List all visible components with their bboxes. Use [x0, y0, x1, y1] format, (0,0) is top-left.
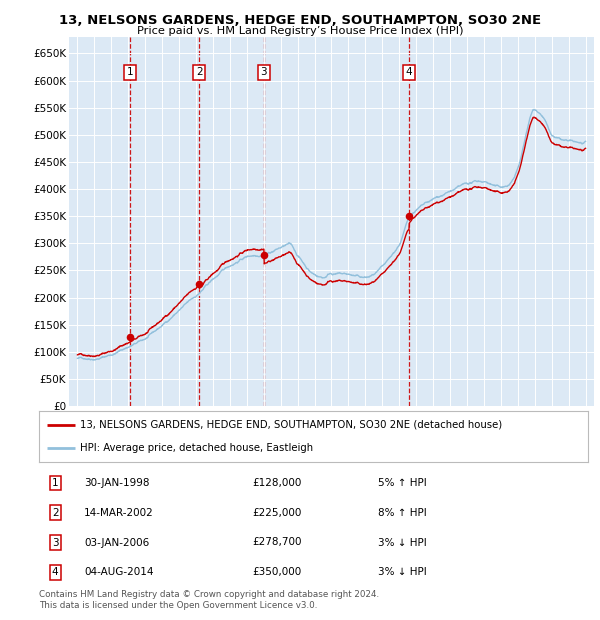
Text: £128,000: £128,000 [252, 478, 301, 488]
Text: 13, NELSONS GARDENS, HEDGE END, SOUTHAMPTON, SO30 2NE (detached house): 13, NELSONS GARDENS, HEDGE END, SOUTHAMP… [80, 420, 502, 430]
Text: 4: 4 [406, 68, 413, 78]
Text: 1: 1 [127, 68, 133, 78]
Point [404, 211, 414, 221]
Text: £278,700: £278,700 [252, 538, 302, 547]
Text: 8% ↑ HPI: 8% ↑ HPI [378, 508, 427, 518]
Text: 3: 3 [260, 68, 267, 78]
Text: 30-JAN-1998: 30-JAN-1998 [84, 478, 149, 488]
Text: 1: 1 [52, 478, 59, 488]
Text: 2: 2 [52, 508, 59, 518]
Text: Contains HM Land Registry data © Crown copyright and database right 2024.
This d: Contains HM Land Registry data © Crown c… [39, 590, 379, 609]
Text: 4: 4 [52, 567, 59, 577]
Text: 2: 2 [196, 68, 203, 78]
Text: 5% ↑ HPI: 5% ↑ HPI [378, 478, 427, 488]
Text: 03-JAN-2006: 03-JAN-2006 [84, 538, 149, 547]
Text: 3% ↓ HPI: 3% ↓ HPI [378, 567, 427, 577]
Point [125, 332, 134, 342]
Text: £350,000: £350,000 [252, 567, 301, 577]
Point [194, 279, 204, 289]
Text: 3: 3 [52, 538, 59, 547]
Text: 3% ↓ HPI: 3% ↓ HPI [378, 538, 427, 547]
Text: 04-AUG-2014: 04-AUG-2014 [84, 567, 154, 577]
Text: 13, NELSONS GARDENS, HEDGE END, SOUTHAMPTON, SO30 2NE: 13, NELSONS GARDENS, HEDGE END, SOUTHAMP… [59, 14, 541, 27]
Text: 14-MAR-2002: 14-MAR-2002 [84, 508, 154, 518]
Text: £225,000: £225,000 [252, 508, 301, 518]
Text: Price paid vs. HM Land Registry’s House Price Index (HPI): Price paid vs. HM Land Registry’s House … [137, 26, 463, 36]
Text: HPI: Average price, detached house, Eastleigh: HPI: Average price, detached house, East… [80, 443, 313, 453]
Point [259, 250, 269, 260]
